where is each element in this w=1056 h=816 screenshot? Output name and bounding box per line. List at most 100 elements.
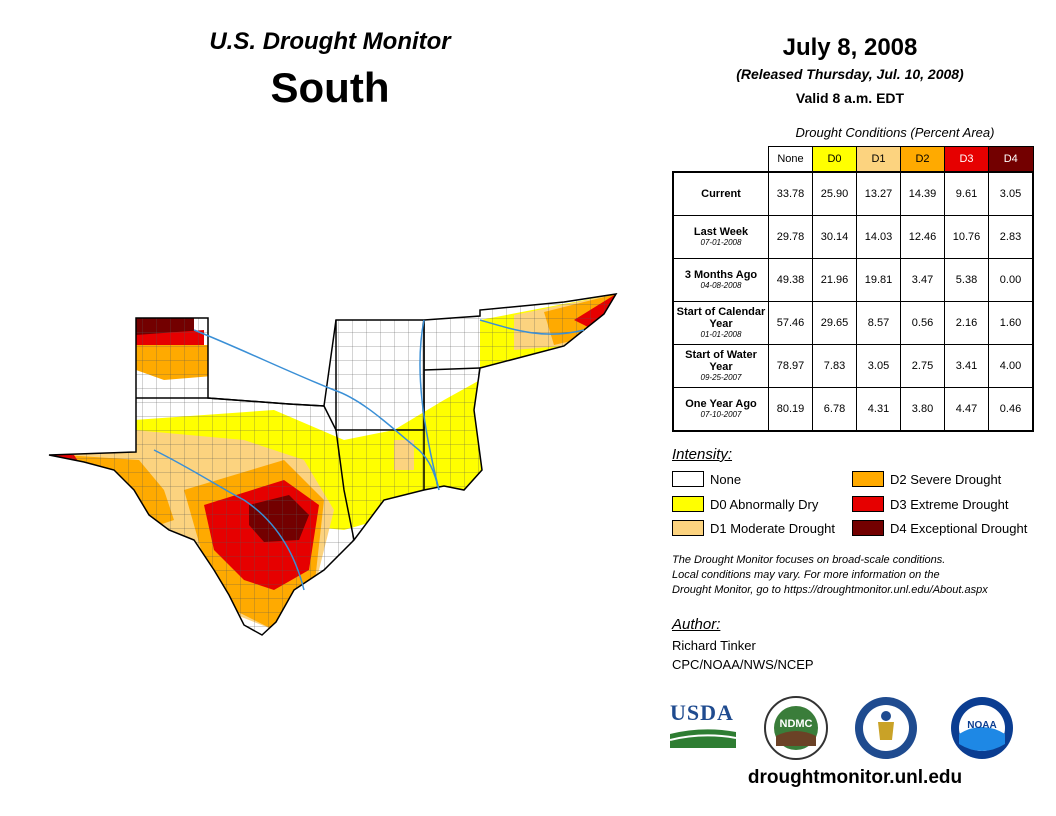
table-row: One Year Ago 07-10-2007 80.19 6.78 4.31 3… — [672, 387, 1034, 432]
valid-time: Valid 8 a.m. EDT — [795, 90, 905, 106]
legend-item-d4: D4 Exceptional Drought — [852, 520, 1027, 536]
legend-item-d1: D1 Moderate Drought — [672, 520, 835, 536]
legend-swatch — [672, 520, 704, 536]
cell: 3.05 — [856, 344, 901, 388]
cell: 29.78 — [768, 215, 813, 259]
ndmc-emblem-icon — [764, 696, 828, 760]
row-label-text: Last Week — [693, 226, 749, 238]
col-header-d4: D4 — [988, 146, 1034, 173]
release-date: (Released Thursday, Jul. 10, 2008) — [736, 66, 964, 82]
table-row: 3 Months Ago 04-08-2008 49.38 21.96 19.81… — [672, 258, 1034, 302]
legend-label: D2 Severe Drought — [890, 471, 1002, 487]
cell: 2.16 — [944, 301, 989, 345]
cell: 30.14 — [812, 215, 857, 259]
legend-swatch — [852, 471, 884, 487]
ndmc-logo: NDMC — [764, 696, 828, 760]
cell: 3.47 — [900, 258, 945, 302]
website-link[interactable]: droughtmonitor.unl.edu — [747, 767, 963, 788]
row-label-text: 3 Months Ago — [684, 269, 758, 281]
row-date: 01-01-2008 — [700, 330, 742, 339]
legend-swatch — [672, 496, 704, 512]
legend-label: D4 Exceptional Drought — [890, 520, 1028, 536]
row-label: Current — [672, 171, 769, 216]
cell: 29.65 — [812, 301, 857, 345]
author-org: CPC/NOAA/NWS/NCEP — [672, 657, 814, 672]
legend-swatch — [852, 520, 884, 536]
usda-hills-icon — [669, 729, 737, 748]
row-label: Start of Calendar Year 01-01-2008 — [672, 301, 769, 345]
row-label: One Year Ago 07-10-2007 — [672, 387, 769, 432]
row-label: Last Week 07-01-2008 — [672, 215, 769, 259]
row-date: 04-08-2008 — [700, 281, 742, 290]
cell: 49.38 — [768, 258, 813, 302]
author-name: Richard Tinker — [672, 638, 756, 653]
cell: 0.56 — [900, 301, 945, 345]
col-header-d2: D2 — [900, 146, 945, 173]
usda-logo-text: USDA — [670, 700, 734, 725]
row-label: 3 Months Ago 04-08-2008 — [672, 258, 769, 302]
col-header-d3: D3 — [944, 146, 989, 173]
cell: 7.83 — [812, 344, 857, 388]
cell: 21.96 — [812, 258, 857, 302]
noaa-logo: NOAA — [950, 696, 1014, 760]
cell: 6.78 — [812, 387, 857, 432]
row-date: 07-01-2008 — [700, 238, 742, 247]
cell: 8.57 — [856, 301, 901, 345]
legend-item-d0: D0 Abnormally Dry — [672, 496, 818, 512]
table-corner — [673, 147, 769, 173]
col-header-d0: D0 — [812, 146, 857, 173]
note-line: Drought Monitor, go to https://droughtmo… — [672, 584, 988, 596]
legend-label: None — [710, 471, 742, 487]
cell: 33.78 — [768, 171, 813, 216]
author-label: Author: — [672, 616, 721, 633]
legend-item-d3: D3 Extreme Drought — [852, 496, 1009, 512]
cell: 4.31 — [856, 387, 901, 432]
table-caption: Drought Conditions (Percent Area) — [795, 125, 995, 140]
row-label-text: Start of Water Year — [685, 349, 757, 373]
cell: 2.83 — [988, 215, 1034, 259]
row-date: 07-10-2007 — [700, 410, 742, 419]
note-line: Local conditions may vary. For more info… — [672, 569, 940, 581]
map-title: U.S. Drought Monitor — [209, 28, 451, 55]
cell: 5.38 — [944, 258, 989, 302]
cell: 19.81 — [856, 258, 901, 302]
commerce-seal-icon — [855, 697, 917, 759]
cell: 14.39 — [900, 171, 945, 216]
legend-title: Intensity: — [672, 446, 733, 463]
table-row: Start of Water Year 09-25-2007 78.97 7.83… — [672, 344, 1034, 388]
row-label-text: One Year Ago — [685, 398, 757, 410]
cell: 4.47 — [944, 387, 989, 432]
region-title: South — [270, 64, 390, 111]
legend-item-none: None — [672, 471, 741, 487]
cell: 3.80 — [900, 387, 945, 432]
row-label: Start of Water Year 09-25-2007 — [672, 344, 769, 388]
table-row: Last Week 07-01-2008 29.78 30.14 14.03 12… — [672, 215, 1034, 259]
cell: 78.97 — [768, 344, 813, 388]
cell: 12.46 — [900, 215, 945, 259]
cell: 4.00 — [988, 344, 1034, 388]
legend-swatch — [672, 471, 704, 487]
legend-label: D1 Moderate Drought — [710, 520, 836, 536]
cell: 1.60 — [988, 301, 1034, 345]
noaa-logo-text: NOAA — [967, 720, 997, 731]
cell: 3.05 — [988, 171, 1034, 216]
noaa-emblem-icon — [951, 697, 1013, 759]
row-label-text: Current — [701, 188, 741, 200]
cell: 10.76 — [944, 215, 989, 259]
table-row: Start of Calendar Year 01-01-2008 57.46 2… — [672, 301, 1034, 345]
cell: 0.46 — [988, 387, 1034, 432]
legend-item-d2: D2 Severe Drought — [852, 471, 1001, 487]
col-header-none: None — [768, 146, 813, 173]
table-row: Current 33.78 25.90 13.27 14.39 9.61 3.0… — [672, 171, 1034, 216]
cell: 9.61 — [944, 171, 989, 216]
legend-swatch — [852, 496, 884, 512]
usda-logo: USDA — [669, 700, 737, 750]
cell: 2.75 — [900, 344, 945, 388]
legend-label: D3 Extreme Drought — [890, 496, 1009, 512]
legend-label: D0 Abnormally Dry — [710, 496, 819, 512]
disclaimer-note: The Drought Monitor focuses on broad-sca… — [672, 553, 1042, 598]
cell: 3.41 — [944, 344, 989, 388]
cell: 80.19 — [768, 387, 813, 432]
drought-map — [48, 293, 618, 636]
cell: 14.03 — [856, 215, 901, 259]
